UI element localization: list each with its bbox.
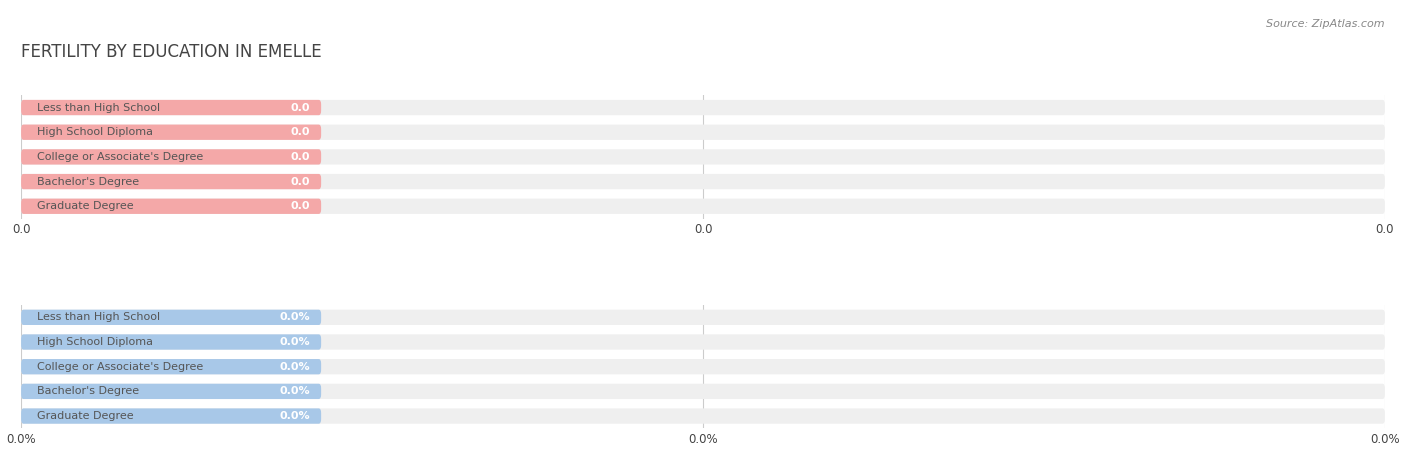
Text: 0.0: 0.0 [291,127,311,137]
Text: High School Diploma: High School Diploma [38,127,153,137]
FancyBboxPatch shape [21,408,321,424]
FancyBboxPatch shape [21,334,1385,350]
FancyBboxPatch shape [21,359,321,374]
FancyBboxPatch shape [21,384,1385,399]
Text: 0.0%: 0.0% [280,362,311,372]
FancyBboxPatch shape [21,149,1385,165]
Text: 0.0%: 0.0% [280,337,311,347]
FancyBboxPatch shape [21,125,1385,140]
Text: 0.0: 0.0 [291,177,311,187]
FancyBboxPatch shape [21,174,321,189]
Text: Graduate Degree: Graduate Degree [38,201,134,211]
Text: Bachelor's Degree: Bachelor's Degree [38,387,139,397]
Text: FERTILITY BY EDUCATION IN EMELLE: FERTILITY BY EDUCATION IN EMELLE [21,43,322,61]
Text: College or Associate's Degree: College or Associate's Degree [38,362,204,372]
Text: High School Diploma: High School Diploma [38,337,153,347]
Text: College or Associate's Degree: College or Associate's Degree [38,152,204,162]
FancyBboxPatch shape [21,359,1385,374]
Text: 0.0%: 0.0% [280,312,311,322]
FancyBboxPatch shape [21,100,321,115]
FancyBboxPatch shape [21,198,1385,214]
FancyBboxPatch shape [21,198,321,214]
FancyBboxPatch shape [21,100,1385,115]
Text: Graduate Degree: Graduate Degree [38,411,134,421]
FancyBboxPatch shape [21,149,321,165]
FancyBboxPatch shape [21,408,1385,424]
Text: 0.0: 0.0 [291,152,311,162]
FancyBboxPatch shape [21,334,321,350]
Text: 0.0%: 0.0% [280,411,311,421]
Text: Bachelor's Degree: Bachelor's Degree [38,177,139,187]
Text: 0.0%: 0.0% [280,387,311,397]
FancyBboxPatch shape [21,384,321,399]
FancyBboxPatch shape [21,310,1385,325]
Text: 0.0: 0.0 [291,102,311,112]
Text: Source: ZipAtlas.com: Source: ZipAtlas.com [1267,19,1385,29]
FancyBboxPatch shape [21,310,321,325]
FancyBboxPatch shape [21,125,321,140]
FancyBboxPatch shape [21,174,1385,189]
Text: Less than High School: Less than High School [38,312,160,322]
Text: Less than High School: Less than High School [38,102,160,112]
Text: 0.0: 0.0 [291,201,311,211]
